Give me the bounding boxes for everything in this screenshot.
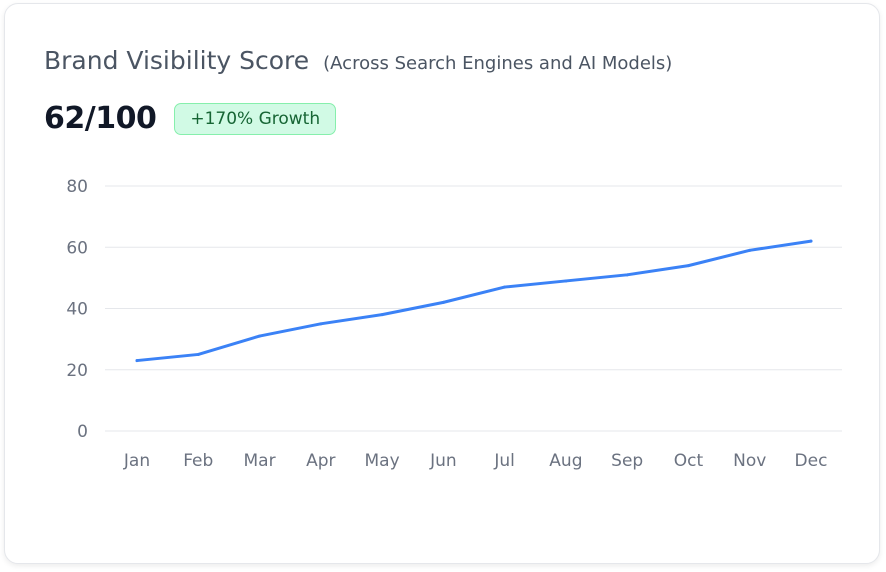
chart-subtitle: (Across Search Engines and AI Models) bbox=[323, 53, 673, 74]
data-point[interactable] bbox=[319, 322, 323, 326]
x-tick-label: Nov bbox=[733, 451, 766, 471]
x-tick-label: Feb bbox=[183, 451, 213, 471]
x-tick-label: Jan bbox=[123, 451, 150, 471]
x-tick-label: Dec bbox=[795, 451, 828, 471]
data-point[interactable] bbox=[441, 300, 445, 304]
x-tick-label: Oct bbox=[674, 451, 704, 471]
x-tick-label: Jun bbox=[429, 451, 457, 471]
y-tick-label: 40 bbox=[66, 300, 88, 320]
y-tick-label: 20 bbox=[66, 361, 88, 381]
chart-title: Brand Visibility Score bbox=[44, 46, 310, 75]
title-row: Brand Visibility Score (Across Search En… bbox=[44, 46, 672, 75]
score-value: 62/100 bbox=[44, 101, 157, 136]
data-point[interactable] bbox=[196, 352, 200, 356]
data-point[interactable] bbox=[625, 273, 629, 277]
data-point[interactable] bbox=[564, 279, 568, 283]
x-tick-label: Aug bbox=[549, 451, 582, 471]
data-point[interactable] bbox=[503, 285, 507, 289]
data-point[interactable] bbox=[258, 334, 262, 338]
growth-badge: +170% Growth bbox=[174, 102, 337, 135]
series-line bbox=[135, 239, 813, 363]
data-point[interactable] bbox=[686, 264, 690, 268]
score-row: 62/100 +170% Growth bbox=[44, 101, 337, 136]
chart-card: Brand Visibility Score (Across Search En… bbox=[4, 3, 880, 564]
data-point[interactable] bbox=[380, 313, 384, 317]
data-point[interactable] bbox=[748, 248, 752, 252]
x-tick-label: Sep bbox=[611, 451, 643, 471]
data-point[interactable] bbox=[809, 239, 813, 243]
y-tick-label: 80 bbox=[66, 177, 88, 197]
y-tick-label: 0 bbox=[77, 422, 88, 442]
x-tick-label: Jul bbox=[493, 451, 515, 471]
x-tick-label: Mar bbox=[244, 451, 276, 471]
data-point[interactable] bbox=[135, 359, 139, 363]
y-tick-label: 60 bbox=[66, 238, 88, 258]
x-tick-label: May bbox=[365, 451, 400, 471]
x-tick-label: Apr bbox=[306, 451, 335, 471]
